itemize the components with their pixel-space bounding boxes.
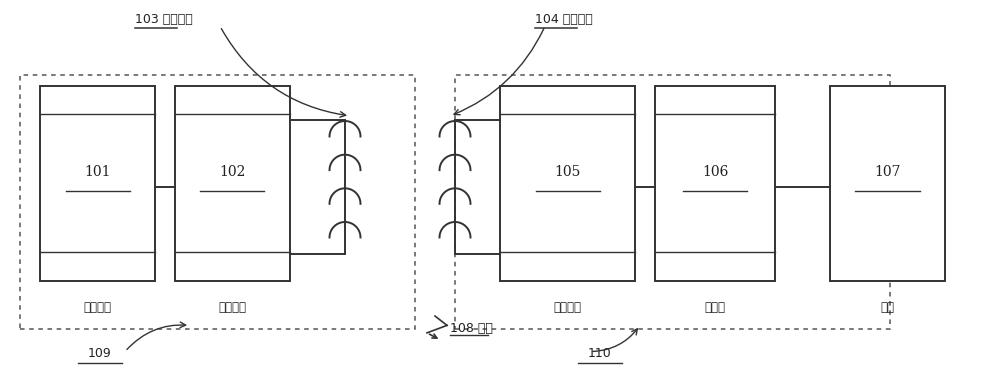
Bar xyxy=(20,75,415,329)
Text: 补偿网络: 补偿网络 xyxy=(554,301,582,314)
Text: 108 气隙: 108 气隙 xyxy=(450,322,493,335)
Bar xyxy=(830,86,945,280)
Bar xyxy=(500,86,635,280)
Text: 101: 101 xyxy=(84,165,111,179)
Text: 103 发射线圈: 103 发射线圈 xyxy=(135,13,193,26)
Text: 106: 106 xyxy=(702,165,728,179)
Text: 102: 102 xyxy=(219,165,246,179)
Text: 104 接收线圈: 104 接收线圈 xyxy=(535,13,593,26)
Text: 107: 107 xyxy=(874,165,901,179)
Text: 110: 110 xyxy=(588,347,612,360)
Text: 负载: 负载 xyxy=(881,301,895,314)
Bar xyxy=(175,86,290,280)
Text: 105: 105 xyxy=(554,165,581,179)
Text: 驱动电源: 驱动电源 xyxy=(84,301,112,314)
Text: 整流器: 整流器 xyxy=(705,301,726,314)
Text: 109: 109 xyxy=(88,347,112,360)
Bar xyxy=(455,75,890,329)
Bar xyxy=(40,86,155,280)
Text: 补偿网络: 补偿网络 xyxy=(218,301,246,314)
Bar xyxy=(655,86,775,280)
